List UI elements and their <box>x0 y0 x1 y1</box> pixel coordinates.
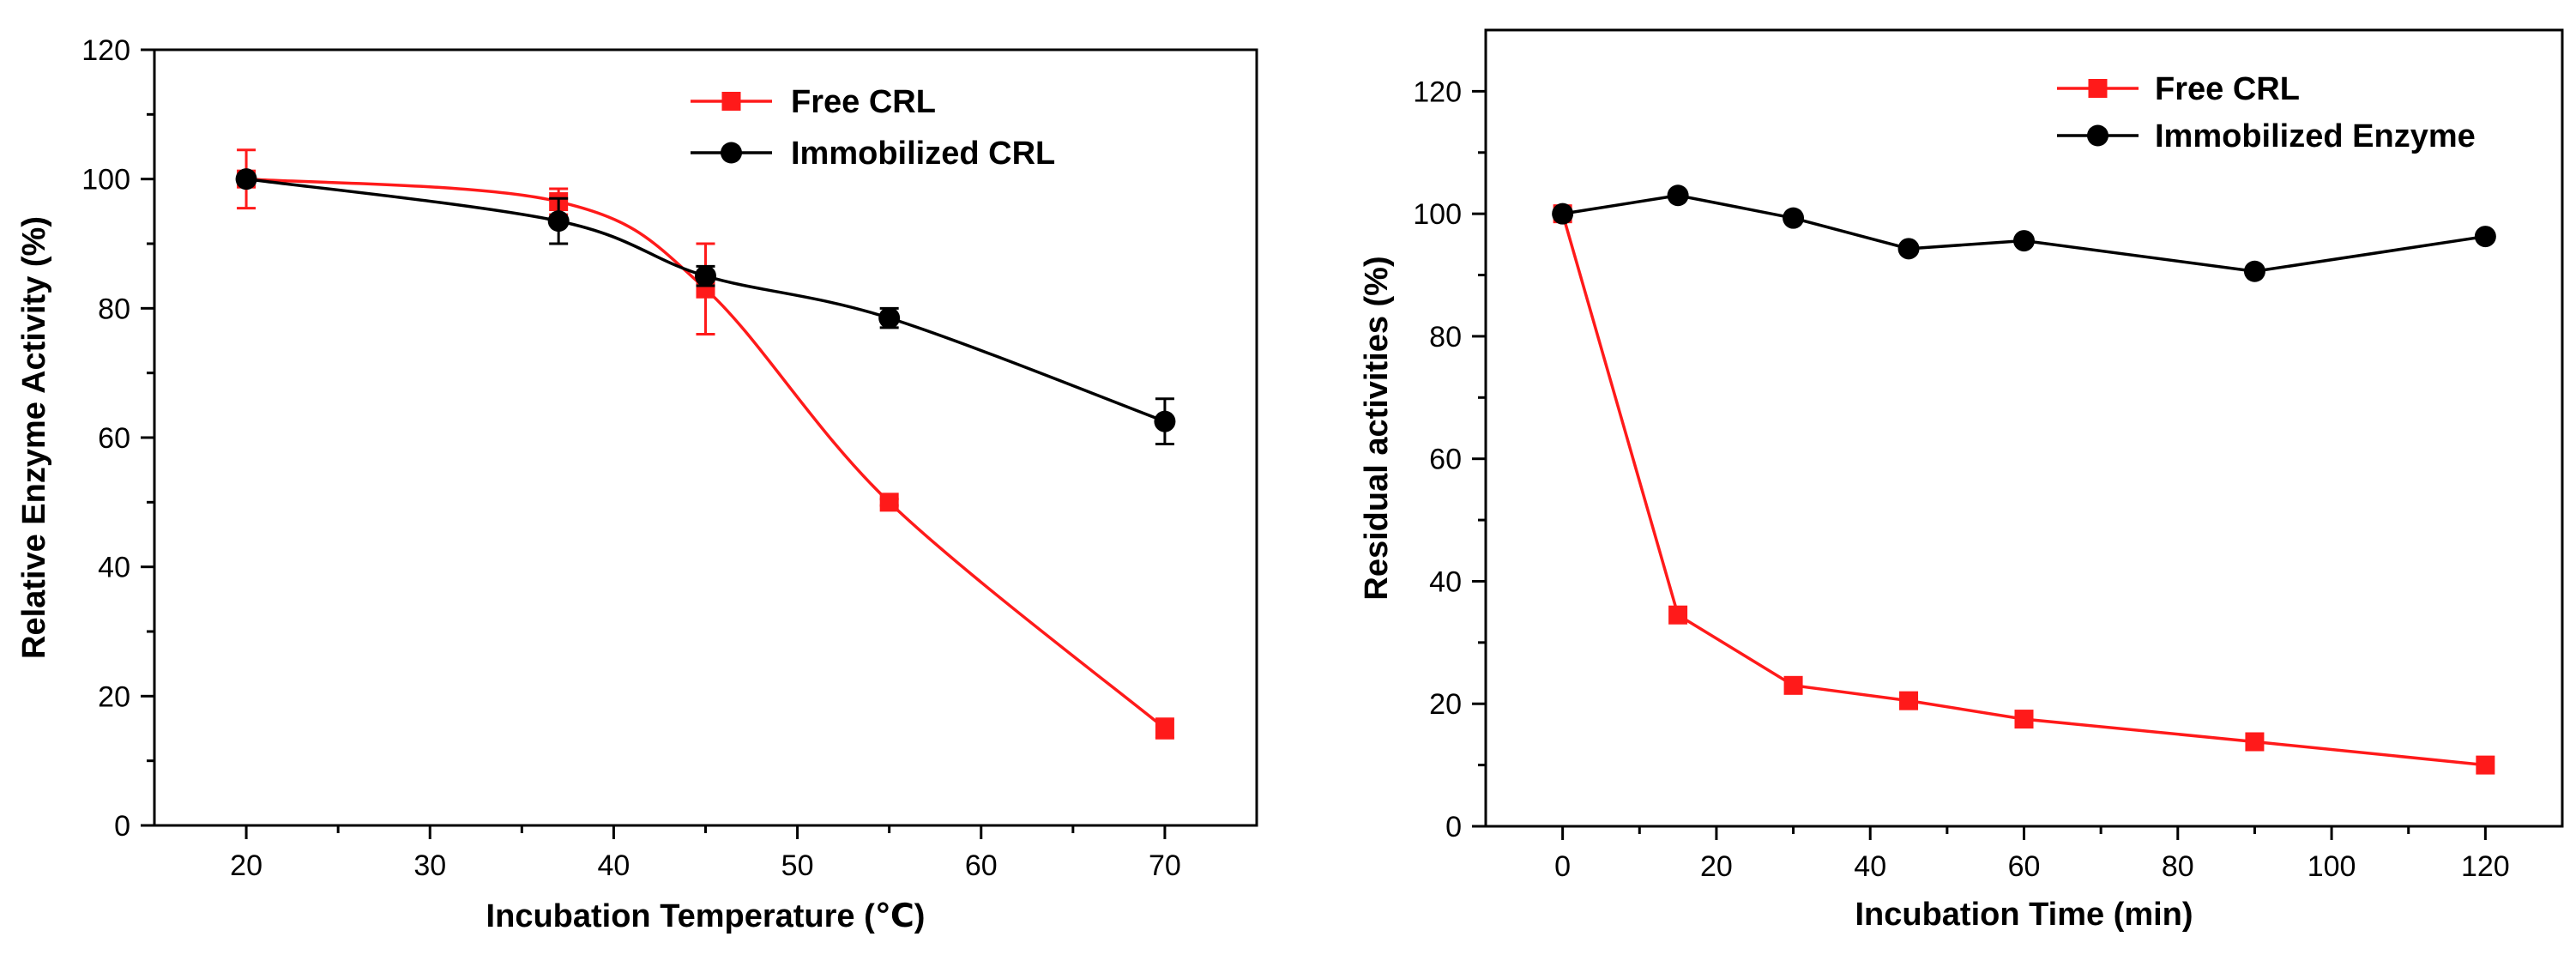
x-tick-label: 70 <box>1149 849 1181 882</box>
x-tick-label: 40 <box>1854 850 1886 883</box>
series-free-crl <box>237 148 1174 740</box>
legend-marker <box>2087 124 2108 147</box>
x-tick-label: 60 <box>965 849 998 882</box>
y-tick-label: 40 <box>1429 565 1462 598</box>
x-axis-label: Incubation Temperature (℃) <box>486 898 926 934</box>
x-tick-label: 30 <box>413 849 446 882</box>
y-tick-label: 20 <box>1429 688 1462 721</box>
y-axis-label: Residual activities (%) <box>1359 256 1395 600</box>
x-tick-label: 80 <box>2162 850 2194 883</box>
y-tick-label: 60 <box>98 422 130 455</box>
data-point <box>1783 207 1805 229</box>
x-tick-label: 40 <box>598 849 630 882</box>
chart-2: 0 20 40 60 80 100 120 0 20 40 60 80 100 120 Incubation… <box>1359 28 2564 933</box>
data-point <box>1899 691 1919 710</box>
data-point <box>547 210 570 233</box>
data-point <box>1667 184 1689 207</box>
data-point <box>2476 755 2495 775</box>
data-point <box>1154 410 1176 432</box>
legend-entry: Immobilized Enzyme <box>2057 118 2476 154</box>
y-axis-label: Relative Enzyme Activity (%) <box>16 216 52 659</box>
x-tick-label: 0 <box>1554 850 1571 883</box>
data-point <box>1783 675 1803 695</box>
x-tick-label: 60 <box>2008 850 2041 883</box>
legend-marker <box>721 92 741 111</box>
data-point <box>1552 202 1574 225</box>
series-free-crl <box>1553 204 2495 775</box>
data-point <box>879 493 899 512</box>
x-tick-label: 100 <box>2308 850 2356 883</box>
legend-label: Free CRL <box>2155 71 2300 107</box>
y-tick-label: 0 <box>1445 811 1462 843</box>
data-point <box>2243 260 2265 282</box>
data-point <box>2474 226 2496 248</box>
plot-frame <box>153 48 1258 827</box>
y-tick-label: 20 <box>98 680 130 713</box>
legend-label: Immobilized CRL <box>791 136 1055 172</box>
data-point <box>2245 732 2265 752</box>
legend-label: Free CRL <box>791 84 936 120</box>
data-point <box>2013 230 2035 252</box>
data-point <box>695 265 716 287</box>
y-tick-label: 80 <box>1429 321 1462 354</box>
legend-marker <box>721 142 742 164</box>
series-line <box>245 177 1167 730</box>
y-tick-label: 80 <box>98 293 130 325</box>
legend-entry: Immobilized CRL <box>691 136 1055 172</box>
series-immobilized-crl <box>235 168 1176 446</box>
y-tick-label: 0 <box>114 810 130 843</box>
data-point <box>2014 710 2034 729</box>
x-tick-label: 120 <box>2461 850 2510 883</box>
legend-entry: Free CRL <box>2057 71 2300 107</box>
legend-entry: Free CRL <box>691 84 936 120</box>
y-tick-label: 120 <box>1413 76 1462 108</box>
data-point <box>1668 605 1688 625</box>
series-line <box>1560 213 2486 767</box>
chart-1: 20 30 40 50 60 70 0 20 40 60 80 100 120 Incubation Te… <box>16 34 1258 934</box>
series-immobilized-enzyme <box>1552 184 2496 282</box>
y-tick-label: 120 <box>81 34 130 67</box>
x-tick-label: 20 <box>230 849 262 882</box>
data-point <box>878 307 901 329</box>
data-point <box>1897 238 1920 260</box>
legend-label: Immobilized Enzyme <box>2155 118 2476 154</box>
data-point <box>1155 719 1174 738</box>
y-tick-label: 100 <box>1413 198 1462 231</box>
x-tick-label: 50 <box>781 849 814 882</box>
data-point <box>235 168 257 190</box>
x-axis-label: Incubation Time (min) <box>1855 897 2193 933</box>
y-tick-label: 40 <box>98 552 130 584</box>
legend-marker <box>2088 79 2108 98</box>
x-tick-label: 20 <box>1700 850 1733 883</box>
y-tick-label: 100 <box>81 164 130 196</box>
y-tick-label: 60 <box>1429 444 1462 476</box>
